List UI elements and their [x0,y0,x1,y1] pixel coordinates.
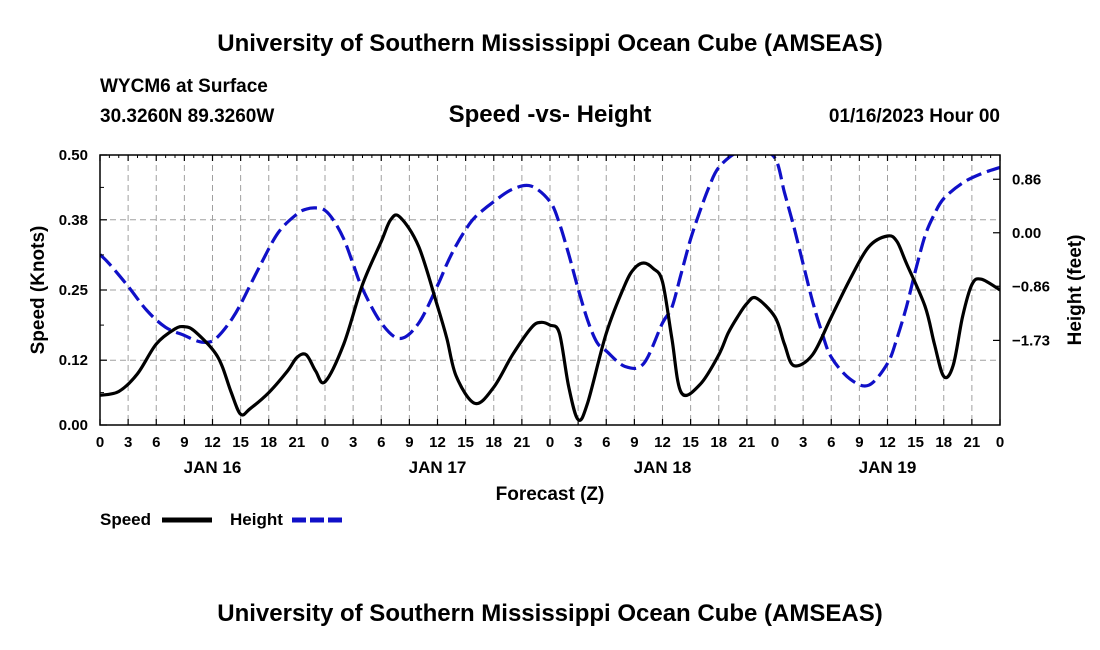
x-tick-label: 18 [710,434,727,451]
x-tick-label: 12 [879,434,896,451]
page-title: University of Southern Mississippi Ocean… [217,30,883,57]
x-tick-label: 9 [180,434,188,451]
day-label: JAN 17 [409,458,467,477]
footer-title: University of Southern Mississippi Ocean… [217,600,883,627]
y2-tick-label: −1.73 [1012,332,1050,349]
station-location: 30.3260N 89.3260W [100,106,275,127]
x-tick-label: 15 [682,434,699,451]
legend-speed-label: Speed [100,510,151,529]
day-label: JAN 18 [634,458,692,477]
x-tick-label: 0 [321,434,329,451]
x-tick-label: 18 [260,434,277,451]
x-tick-label: 6 [602,434,610,451]
y-tick-label: 0.38 [59,212,88,229]
axes: 0 3 6 9 12 15 18 21 0 3 6 9 12 15 18 21 0 3 6 9 12 15 18 21 0 3 6 9… [59,147,1050,477]
x-tick-label: 12 [429,434,446,451]
x-tick-label: 6 [827,434,835,451]
y2-tick-label: 0.00 [1012,225,1041,242]
y-axis-label: Speed (Knots) [28,226,49,355]
x-tick-label: 18 [485,434,502,451]
x-axis-label: Forecast (Z) [496,484,605,505]
y2-axis-label: Height (feet) [1065,235,1086,346]
legend: Speed Height [100,510,342,529]
x-tick-label: 18 [935,434,952,451]
y-tick-label: 0.25 [59,282,88,299]
x-tick-label: 3 [574,434,582,451]
x-tick-label: 15 [232,434,249,451]
day-label: JAN 16 [184,458,242,477]
run-time: 01/16/2023 Hour 00 [828,106,1000,127]
height-series-line [100,155,1000,388]
x-tick-label: 0 [546,434,554,451]
x-tick-label: 6 [377,434,385,451]
chart-title: Speed -vs- Height [448,101,652,128]
x-tick-label: 3 [124,434,132,451]
x-tick-label: 21 [289,434,306,451]
x-tick-label: 0 [996,434,1004,451]
y2-tick-label: 0.86 [1012,171,1041,188]
x-tick-label: 21 [514,434,531,451]
y-tick-label: 0.50 [59,147,88,164]
station-name: WYCM6 at Surface [100,76,268,97]
legend-height-label: Height [230,510,283,529]
speed-series-line [100,213,1000,422]
x-tick-label: 15 [907,434,924,451]
grid [100,155,1000,425]
x-tick-label: 9 [405,434,413,451]
x-tick-label: 3 [799,434,807,451]
x-tick-label: 15 [457,434,474,451]
x-tick-label: 21 [964,434,981,451]
x-tick-label: 12 [204,434,221,451]
x-tick-label: 3 [349,434,357,451]
x-tick-label: 0 [771,434,779,451]
series-layer [100,155,1000,422]
x-tick-label: 9 [855,434,863,451]
day-label: JAN 19 [859,458,917,477]
x-tick-label: 9 [630,434,638,451]
x-tick-label: 12 [654,434,671,451]
x-tick-label: 0 [96,434,104,451]
x-tick-label: 6 [152,434,160,451]
x-tick-label: 21 [739,434,756,451]
y-tick-label: 0.12 [59,352,88,369]
y2-tick-label: −0.86 [1012,278,1050,295]
y-tick-label: 0.00 [59,417,88,434]
